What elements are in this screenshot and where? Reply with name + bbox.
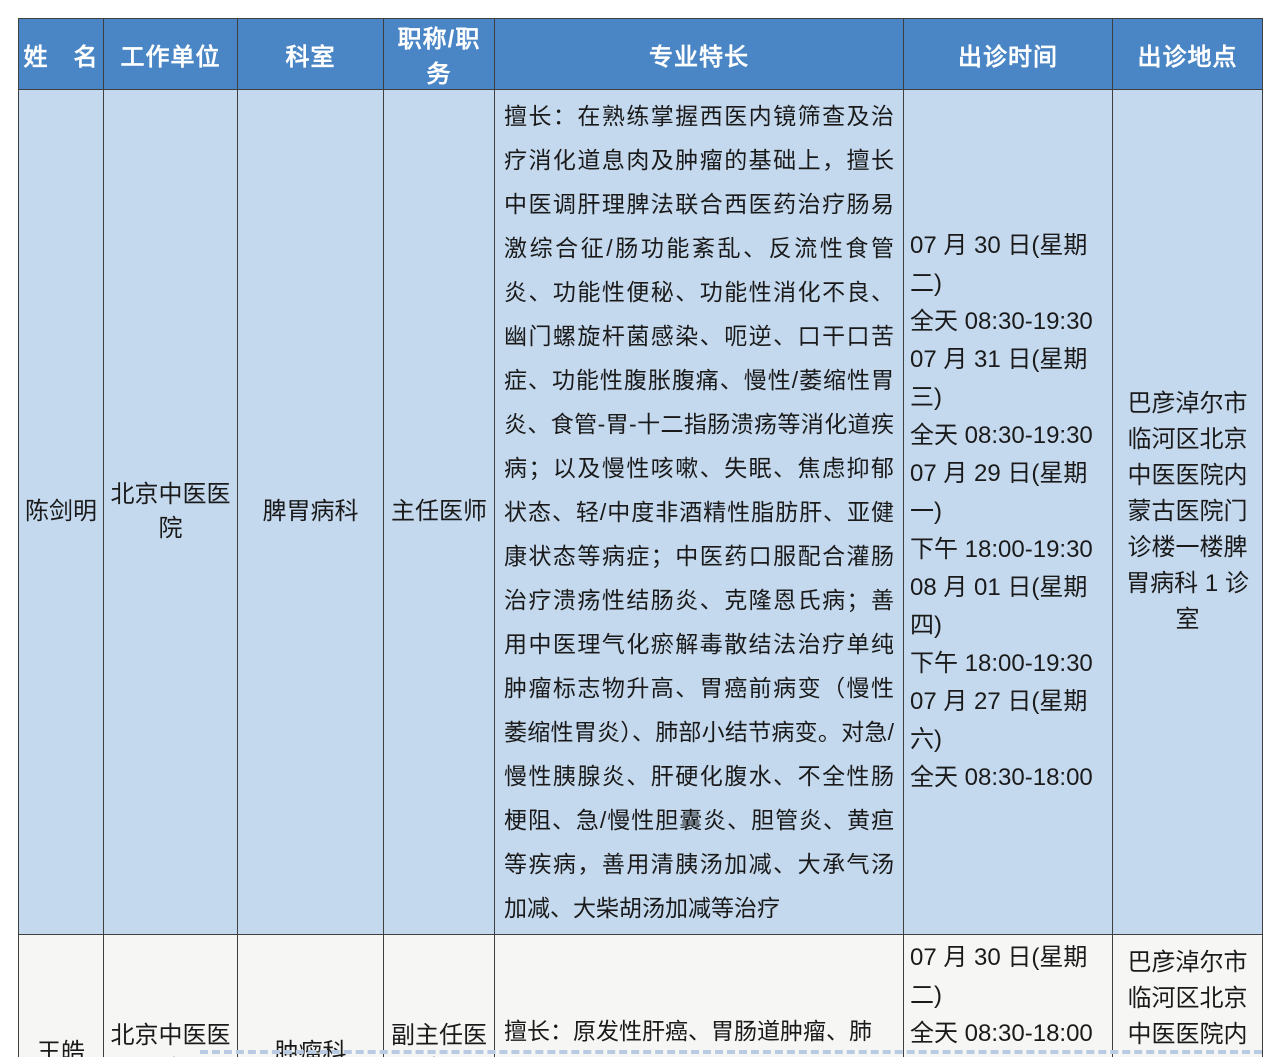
- doctor-name: 陈剑明: [18, 89, 104, 935]
- schedule-times: 07 月 30 日(星期二) 全天 08:30-19:30 07 月 31 日(…: [903, 89, 1113, 935]
- doctor-schedule-table: 姓 名 工作单位 科室 职称/职务 专业特长 出诊时间 出诊地点 陈剑明 北京中…: [18, 18, 1263, 1057]
- header-row: 姓 名 工作单位 科室 职称/职务 专业特长 出诊时间 出诊地点: [18, 18, 1263, 90]
- header-schedule-time: 出诊时间: [903, 18, 1113, 90]
- department: 肿瘤科: [237, 934, 384, 1057]
- job-title: 主任医师: [383, 89, 495, 935]
- job-title: 副主任医师: [383, 934, 495, 1057]
- schedule-location: 巴彦淖尔市临河区北京中医医院内蒙古医院门诊楼一楼肿瘤科门诊: [1112, 934, 1263, 1057]
- department: 脾胃病科: [237, 89, 384, 935]
- header-department: 科室: [237, 18, 384, 90]
- schedule-times: 07 月 30 日(星期二) 全天 08:30-18:00 07 月 31 日(…: [903, 934, 1113, 1057]
- header-specialty: 专业特长: [494, 18, 904, 90]
- specialty-text: 擅长：在熟练掌握西医内镜筛查及治疗消化道息肉及肿瘤的基础上，擅长中医调肝理脾法联…: [494, 89, 904, 935]
- torn-edge-divider: [200, 1050, 1262, 1054]
- table-row: 陈剑明 北京中医医院 脾胃病科 主任医师 擅长：在熟练掌握西医内镜筛查及治疗消化…: [18, 89, 1263, 935]
- table-header: 姓 名 工作单位 科室 职称/职务 专业特长 出诊时间 出诊地点: [18, 18, 1263, 90]
- specialty-text: 擅长：原发性肝癌、胃肠道肿瘤、肺癌、胆囊肿瘤、恶性肿瘤微创治疗: [494, 934, 904, 1057]
- header-name: 姓 名: [18, 18, 104, 90]
- schedule-location: 巴彦淖尔市临河区北京中医医院内蒙古医院门诊楼一楼脾胃病科 1 诊室: [1112, 89, 1263, 935]
- work-unit: 北京中医医院: [103, 89, 238, 935]
- header-work-unit: 工作单位: [103, 18, 238, 90]
- table-row: 王皓 北京中医医院 肿瘤科 副主任医师 擅长：原发性肝癌、胃肠道肿瘤、肺癌、胆囊…: [18, 934, 1263, 1057]
- header-title: 职称/职务: [383, 18, 495, 90]
- doctor-name: 王皓: [18, 934, 104, 1057]
- header-schedule-location: 出诊地点: [1112, 18, 1263, 90]
- work-unit: 北京中医医院: [103, 934, 238, 1057]
